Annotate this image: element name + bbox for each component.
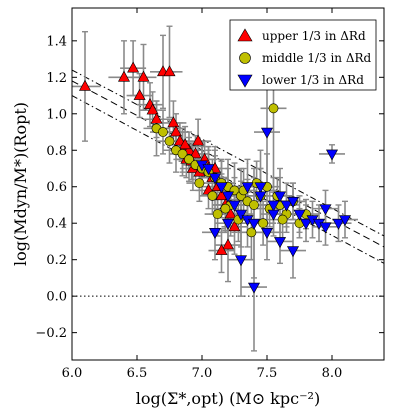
data-point-circle <box>177 149 188 159</box>
data-point-triangle-down <box>254 182 267 194</box>
data-point-triangle-up <box>224 207 237 219</box>
data-point-triangle-down <box>299 218 313 230</box>
y-tick-label: 0.8 <box>46 144 67 159</box>
data-point-triangle-down <box>247 218 261 230</box>
data-point-circle <box>277 214 288 225</box>
y-tick-label: 0.6 <box>46 180 67 195</box>
x-tick-label: 6.0 <box>62 366 83 381</box>
data-point-triangle-down <box>254 191 267 203</box>
data-point-triangle-down <box>293 209 306 221</box>
legend-label-lower: lower 1/3 in ΔRd <box>262 73 364 87</box>
data-markers <box>78 61 352 294</box>
data-point-circle <box>164 136 175 147</box>
x-tick-label: 6.5 <box>127 366 148 381</box>
y-tick-label: 0.0 <box>46 290 67 305</box>
data-point-triangle-up <box>169 125 183 137</box>
x-tick-label: 7.0 <box>192 366 213 381</box>
data-point-triangle-up <box>221 238 235 250</box>
data-point-circle <box>184 154 194 165</box>
data-point-circle <box>212 209 223 219</box>
data-point-triangle-up <box>192 134 205 146</box>
data-point-triangle-down <box>332 218 345 230</box>
data-point-triangle-down <box>273 237 287 249</box>
data-point-circle <box>220 203 231 214</box>
data-point-triangle-down <box>247 282 261 294</box>
data-point-triangle-up <box>133 88 146 100</box>
data-point-circle <box>249 200 259 210</box>
data-point-triangle-down <box>260 228 274 239</box>
data-point-triangle-down <box>215 182 228 194</box>
data-point-triangle-down <box>260 127 274 139</box>
data-point-triangle-up <box>215 243 228 255</box>
tick-labels: 6.0 6.5 7.0 7.5 8.0 −0.2 0.0 0.2 0.4 0.6 0.8 1.0 1.2… <box>35 34 342 381</box>
data-point-circle <box>246 227 257 238</box>
data-point-triangle-down <box>286 197 300 208</box>
data-point-triangle-down <box>234 209 248 221</box>
data-point-triangle-down <box>338 215 352 227</box>
data-point-triangle-down <box>267 209 280 221</box>
y-tick-label: 1.0 <box>46 107 67 122</box>
data-point-circle <box>194 178 205 188</box>
plot-frame <box>71 7 385 361</box>
y-tick-label: 1.4 <box>46 34 67 49</box>
y-axis-title: log(Mdyn/M*)(Ropt) <box>11 102 30 266</box>
data-point-triangle-down <box>202 164 215 176</box>
data-point-triangle-down <box>208 228 222 239</box>
legend-marker-lower <box>237 74 253 88</box>
data-point-triangle-down <box>228 200 241 212</box>
y-tick-label: 0.4 <box>46 217 67 232</box>
legend-marker-middle <box>239 52 251 64</box>
data-point-circle <box>268 103 279 114</box>
data-point-triangle-down <box>325 149 339 161</box>
data-point-triangle-up <box>127 61 140 73</box>
data-point-circle <box>158 127 168 137</box>
data-point-triangle-up <box>146 103 159 115</box>
data-point-triangle-up <box>163 65 176 77</box>
x-axis-title: log(Σ*,opt) (M⊙ kpc⁻²) <box>136 389 320 408</box>
data-point-triangle-up <box>179 138 192 150</box>
data-point-triangle-down <box>273 191 287 203</box>
legend-marker-upper <box>237 28 253 42</box>
data-point-triangle-up <box>228 220 241 232</box>
legend-label-middle: middle 1/3 in ΔRd <box>262 51 372 65</box>
data-point-triangle-down <box>208 173 222 185</box>
data-point-triangle-down <box>221 191 235 203</box>
data-point-triangle-up <box>167 116 180 128</box>
data-point-triangle-down <box>267 200 280 212</box>
data-point-triangle-up <box>150 112 163 124</box>
data-point-triangle-down <box>286 246 300 258</box>
y-tick-label: −0.2 <box>35 326 67 341</box>
x-tick-label: 8.0 <box>322 366 343 381</box>
data-point-triangle-up <box>189 147 202 159</box>
data-point-triangle-up <box>137 70 150 82</box>
legend-label-upper: upper 1/3 in ΔRd <box>262 29 366 43</box>
data-point-triangle-down <box>234 255 248 267</box>
data-point-triangle-down <box>221 218 235 230</box>
y-tick-label: 1.2 <box>46 71 67 86</box>
x-tick-label: 7.5 <box>257 366 278 381</box>
data-point-triangle-up <box>117 70 131 82</box>
data-point-triangle-down <box>280 200 293 212</box>
data-point-triangle-down <box>319 222 332 234</box>
data-point-triangle-up <box>78 79 92 91</box>
axis-ticks <box>71 8 384 360</box>
data-point-circle <box>207 190 218 201</box>
data-point-triangle-down <box>319 204 332 216</box>
legend-box <box>229 19 377 91</box>
y-tick-label: 0.2 <box>46 253 67 268</box>
data-point-triangle-down <box>241 182 254 194</box>
legend: upper 1/3 in ΔRd middle 1/3 in ΔRd lower… <box>229 19 377 91</box>
data-point-circle <box>258 218 268 229</box>
